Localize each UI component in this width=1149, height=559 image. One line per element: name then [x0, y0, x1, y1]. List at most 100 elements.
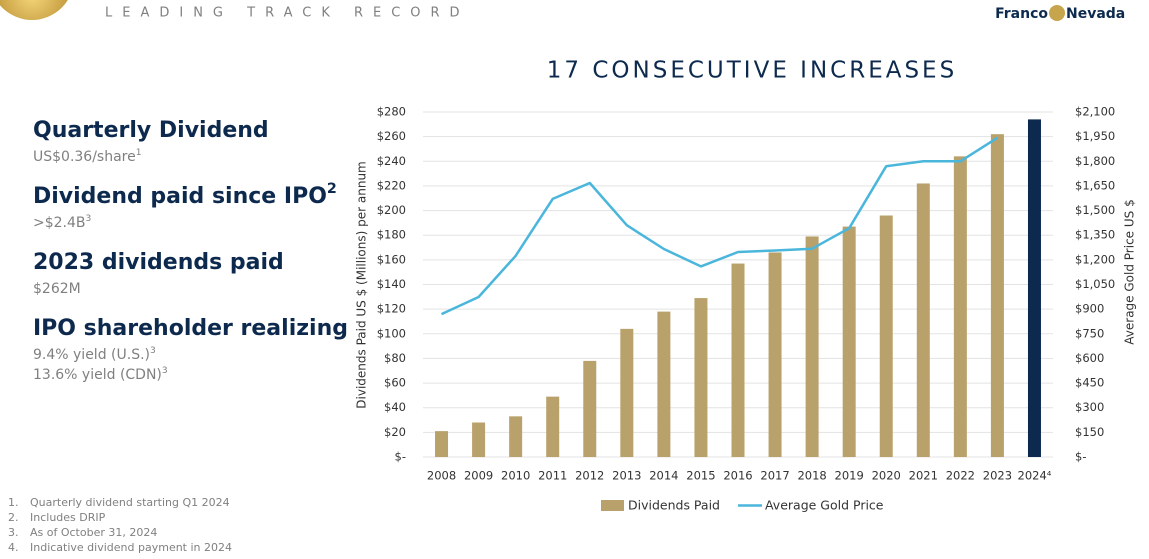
y2-tick-label: $2,100 [1075, 105, 1115, 119]
heading-text: 2023 dividends paid [33, 250, 284, 275]
bar [1027, 119, 1041, 458]
logo-star [1049, 5, 1065, 21]
y-axis-title: Dividends Paid US $ (Millions) per annum [355, 161, 369, 408]
y-tick-label: $80 [384, 351, 406, 365]
detail-text: US$0.36/share [33, 149, 136, 165]
footnote-number: 3. [8, 526, 19, 539]
detail-text: 9.4% yield (U.S.) [33, 347, 150, 363]
chart-title: 17 CONSECUTIVE INCREASES [547, 58, 957, 84]
bar [472, 422, 486, 457]
y-tick-label: $- [395, 450, 406, 464]
y2-tick-label: $1,800 [1075, 154, 1115, 168]
x-tick-label: 2023 [983, 469, 1012, 483]
heading-text: IPO shareholder realizing [33, 316, 348, 341]
y-tick-label: $200 [377, 203, 406, 217]
x-tick-label: 2011 [538, 469, 567, 483]
y2-tick-label: $1,500 [1075, 203, 1115, 217]
footnote-text: Quarterly dividend starting Q1 2024 [30, 496, 230, 509]
legend-swatch [601, 500, 624, 511]
bar [509, 416, 523, 457]
y2-tick-label: $300 [1075, 400, 1104, 414]
x-tick-label: 2008 [427, 469, 456, 483]
y2-tick-label: $- [1075, 450, 1086, 464]
bar [657, 311, 671, 457]
superscript: 1 [136, 148, 142, 158]
bar [620, 328, 634, 457]
bar [916, 183, 930, 457]
footnote-number: 1. [8, 496, 19, 509]
y-tick-label: $240 [377, 154, 406, 168]
footnote-number: 4. [8, 541, 19, 554]
detail-text: 13.6% yield (CDN) [33, 367, 162, 383]
x-tick-label: 2024⁴ [1018, 469, 1052, 483]
y2-tick-label: $600 [1075, 351, 1104, 365]
legend-label: Dividends Paid [628, 498, 720, 513]
x-tick-label: 2014 [649, 469, 678, 483]
highlight-heading: Dividend paid since IPO2 [33, 181, 337, 209]
x-tick-label: 2015 [686, 469, 715, 483]
y2-tick-label: $750 [1075, 326, 1104, 340]
superscript: 2 [327, 181, 337, 197]
y-tick-label: $60 [384, 376, 406, 390]
y2-tick-label: $1,200 [1075, 252, 1115, 266]
detail-text: >$2.4B [33, 215, 86, 231]
y-tick-label: $100 [377, 326, 406, 340]
x-tick-label: 2021 [909, 469, 938, 483]
footnote-number: 2. [8, 511, 19, 524]
footnote-text: As of October 31, 2024 [30, 526, 157, 539]
x-tick-label: 2016 [723, 469, 752, 483]
bar [546, 396, 560, 457]
x-tick-label: 2018 [797, 469, 826, 483]
highlight-detail: $262M [33, 281, 81, 297]
legend-label: Average Gold Price [765, 498, 884, 513]
y-tick-label: $180 [377, 228, 406, 242]
y-tick-label: $140 [377, 277, 406, 291]
highlight-heading: IPO shareholder realizing [33, 316, 348, 341]
heading-text: Dividend paid since IPO [33, 184, 327, 209]
logo-text: Nevada [1066, 6, 1125, 22]
y-tick-label: $160 [377, 252, 406, 266]
footnote-text: Includes DRIP [30, 511, 106, 524]
y2-tick-label: $1,050 [1075, 277, 1115, 291]
logo-text: Franco [995, 6, 1048, 22]
bar [953, 156, 967, 457]
detail-text: $262M [33, 281, 81, 297]
superscript: 3 [150, 346, 156, 356]
bar [805, 236, 819, 457]
bar [879, 215, 893, 457]
x-tick-label: 2012 [575, 469, 604, 483]
y-tick-label: $220 [377, 178, 406, 192]
y-tick-label: $40 [384, 400, 406, 414]
coin-image [0, 0, 68, 20]
footnote-text: Indicative dividend payment in 2024 [30, 541, 232, 554]
superscript: 3 [86, 214, 92, 224]
section-title: LEADING TRACK RECORD [105, 6, 470, 21]
x-tick-label: 2020 [872, 469, 901, 483]
bar [990, 134, 1004, 457]
y-tick-label: $120 [377, 302, 406, 316]
x-tick-label: 2010 [501, 469, 530, 483]
y-tick-label: $280 [377, 105, 406, 119]
bar [694, 298, 708, 457]
highlight-detail: >$2.4B3 [33, 214, 92, 232]
x-tick-label: 2019 [835, 469, 864, 483]
y-tick-label: $260 [377, 129, 406, 143]
highlight-detail: US$0.36/share1 [33, 148, 142, 166]
highlight-detail: 13.6% yield (CDN)3 [33, 366, 168, 384]
heading-text: Quarterly Dividend [33, 118, 269, 143]
y2-tick-label: $1,350 [1075, 228, 1115, 242]
x-tick-label: 2017 [760, 469, 789, 483]
bar [583, 360, 597, 457]
y2-tick-label: $900 [1075, 302, 1104, 316]
highlight-heading: 2023 dividends paid [33, 250, 284, 275]
line [440, 136, 999, 316]
y2-tick-label: $1,650 [1075, 178, 1115, 192]
bar [731, 263, 745, 457]
y2-tick-label: $1,950 [1075, 129, 1115, 143]
x-tick-label: 2013 [612, 469, 641, 483]
bar [842, 226, 856, 457]
bar [768, 252, 782, 457]
y-tick-label: $20 [384, 425, 406, 439]
y2-tick-label: $450 [1075, 376, 1104, 390]
